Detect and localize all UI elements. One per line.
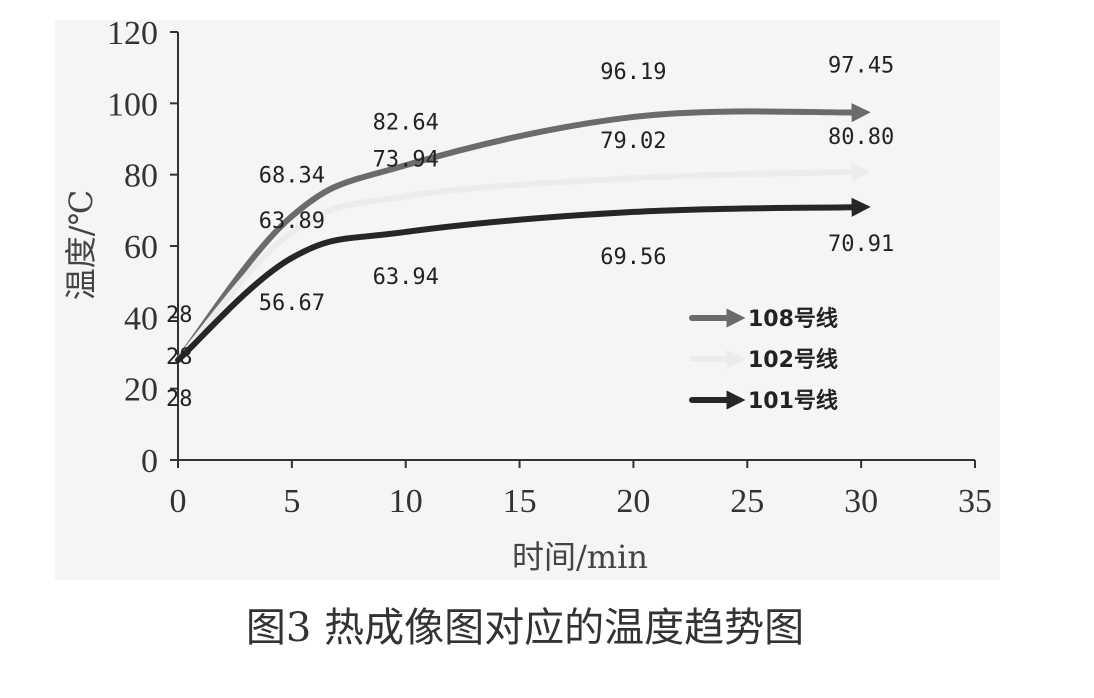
y-tick-label: 100 — [107, 86, 158, 123]
x-tick-label: 15 — [503, 483, 537, 520]
legend: 108号线 102号线 101号线 — [689, 306, 838, 414]
x-tick-label: 10 — [389, 483, 423, 520]
figure-caption: 图3 热成像图对应的温度趋势图 — [246, 605, 804, 651]
data-label-108: 97.45 — [828, 53, 894, 78]
data-label-108: 96.19 — [600, 60, 666, 85]
data-label-108: 82.64 — [373, 110, 439, 135]
data-label-108: 68.34 — [259, 163, 325, 188]
data-label-101: 28 — [166, 387, 193, 412]
legend-label-102: 102号线 — [748, 347, 838, 373]
legend-label-101: 101号线 — [748, 388, 838, 414]
axes: 0 20 40 60 80 100 120 0 5 10 15 20 25 30 35 — [107, 15, 992, 520]
x-axis-title: 时间/min — [512, 538, 648, 576]
x-tick-label: 5 — [283, 483, 300, 520]
series-lines — [175, 103, 871, 364]
y-tick-label: 0 — [141, 443, 158, 480]
x-tick-label: 35 — [958, 483, 992, 520]
series-line-108 — [175, 103, 871, 364]
data-label-101: 63.94 — [373, 265, 439, 290]
data-label-101: 69.56 — [600, 245, 666, 270]
legend-label-108: 108号线 — [748, 306, 838, 332]
x-tick-label: 25 — [730, 483, 764, 520]
y-tick-label: 60 — [124, 229, 158, 266]
data-label-102: 79.02 — [600, 129, 666, 154]
data-labels: 28 68.34 82.64 96.19 97.45 28 63.89 73.94 79.02 8… — [166, 53, 894, 412]
data-label-101: 56.67 — [259, 291, 325, 316]
y-tick-label: 80 — [124, 158, 158, 195]
data-label-102: 73.94 — [373, 147, 439, 172]
y-tick-label: 20 — [124, 372, 158, 409]
y-tick-label: 120 — [107, 15, 158, 52]
series-line-101 — [175, 197, 871, 364]
y-axis-title: 温度/℃ — [62, 190, 100, 301]
x-tick-label: 0 — [170, 483, 187, 520]
data-label-108: 28 — [166, 303, 193, 328]
x-tick-label: 20 — [616, 483, 650, 520]
y-tick-label: 40 — [124, 300, 158, 337]
series-line-102 — [175, 162, 871, 364]
x-tick-label: 30 — [844, 483, 878, 520]
data-label-102: 80.80 — [828, 125, 894, 150]
data-label-101: 70.91 — [828, 232, 894, 257]
data-label-102: 63.89 — [259, 209, 325, 234]
data-label-102: 28 — [166, 345, 193, 370]
